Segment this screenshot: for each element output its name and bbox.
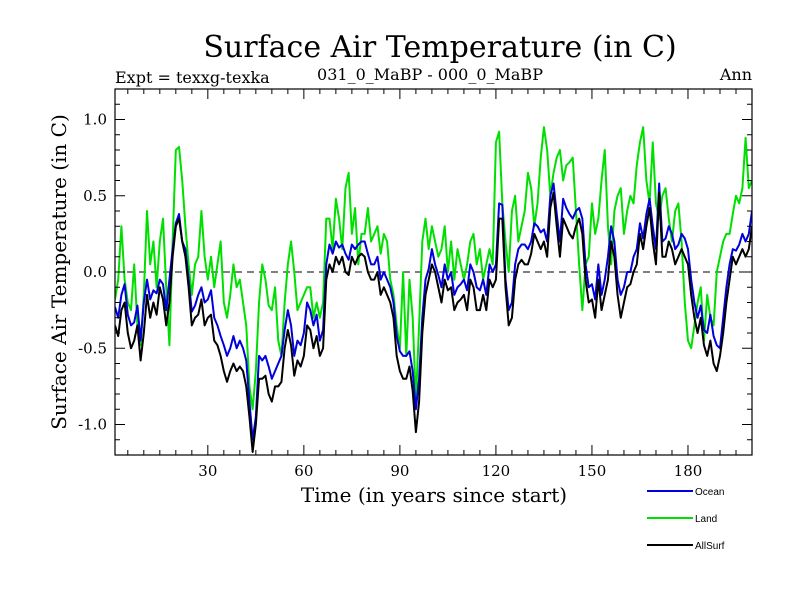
y-tick-label: 0.0 <box>83 263 107 281</box>
series-layer <box>115 126 752 453</box>
series-line-allsurf <box>115 191 752 453</box>
x-tick-label: 180 <box>674 462 703 480</box>
y-axis-label: Surface Air Temperature (in C) <box>47 114 71 430</box>
legend-label-land: Land <box>695 514 717 525</box>
y-tick-label: -0.5 <box>78 339 107 357</box>
legend: Ocean Land AllSurf <box>647 487 725 552</box>
subtitle-right: Ann <box>719 65 752 84</box>
chart-title: Surface Air Temperature (in C) <box>203 30 676 65</box>
subtitle-left: Expt = texxg-texka <box>115 68 270 87</box>
legend-label-allsurf: AllSurf <box>695 541 725 552</box>
x-tick-label: 150 <box>578 462 607 480</box>
x-tick-label: 90 <box>390 462 409 480</box>
x-tick-label: 120 <box>482 462 511 480</box>
y-tick-label: 1.0 <box>83 111 107 129</box>
axes: -1.0 -0.5 0.0 0.5 1.0 30 60 90 120 150 180 <box>78 88 752 480</box>
y-tick-label: -1.0 <box>78 416 107 434</box>
legend-label-ocean: Ocean <box>695 487 724 498</box>
y-tick-label: 0.5 <box>83 187 107 205</box>
x-axis-label: Time (in years since start) <box>301 483 567 507</box>
x-tick-label: 30 <box>198 462 217 480</box>
series-line-land <box>115 126 752 411</box>
x-tick-label: 60 <box>294 462 313 480</box>
subtitle-center: 031_0_MaBP - 000_0_MaBP <box>317 65 543 84</box>
series-line-ocean <box>115 182 752 441</box>
